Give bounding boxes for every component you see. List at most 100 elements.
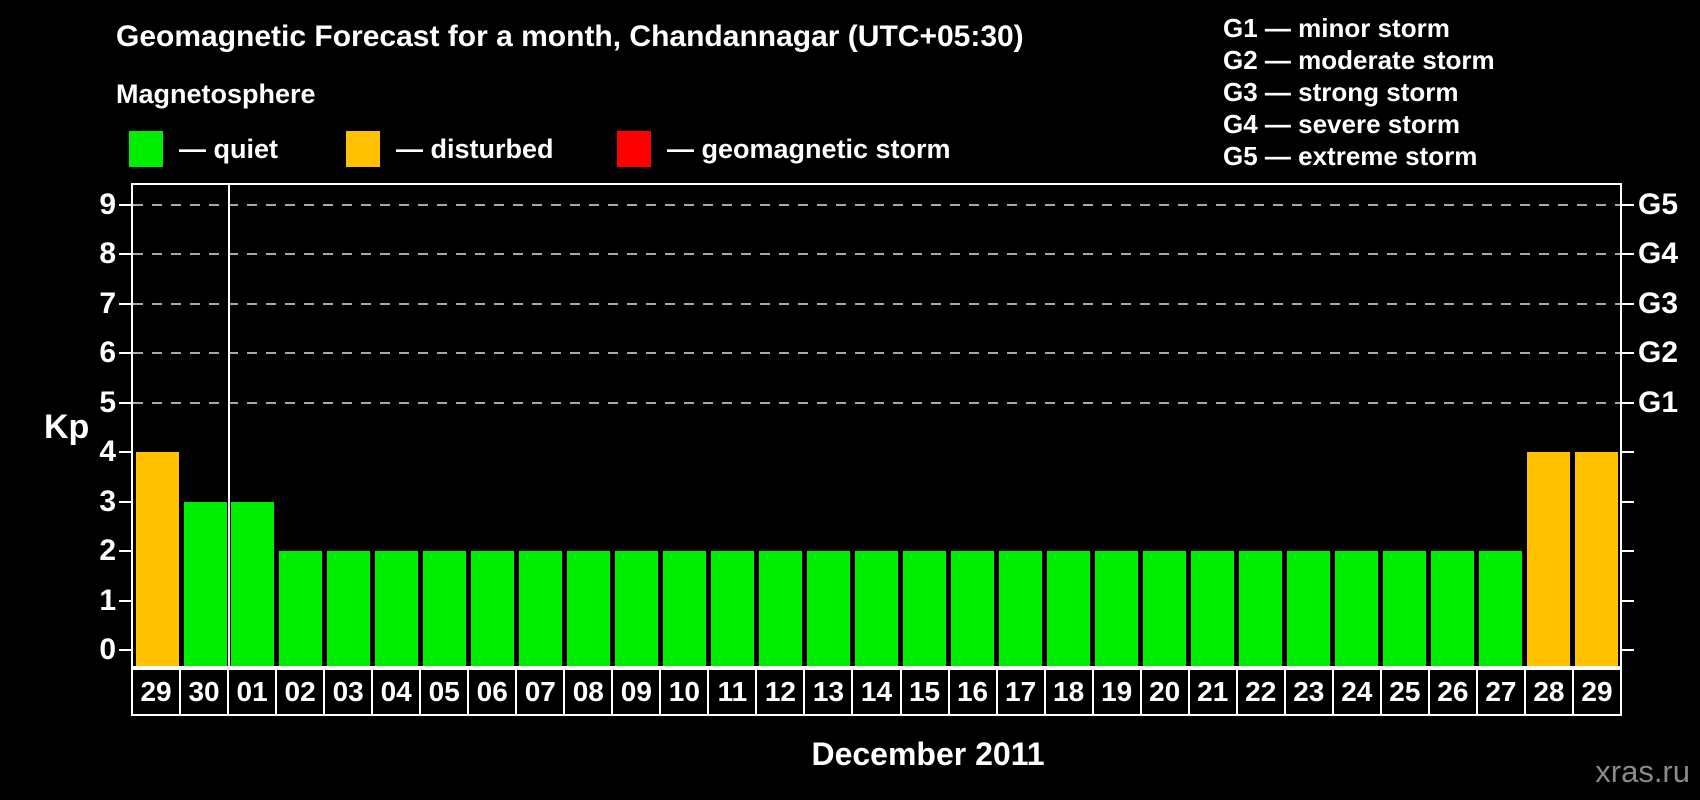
day-label-box: 06 xyxy=(467,668,518,716)
day-label-box: 23 xyxy=(1283,668,1334,716)
legend-title: Magnetosphere xyxy=(116,79,316,109)
gridline-kp6 xyxy=(133,352,1620,355)
legend-label-quiet: — quiet xyxy=(179,133,278,164)
y-axis-title: Kp xyxy=(44,408,90,446)
g-tick-label-G1: G1 xyxy=(1638,385,1679,419)
axis-tick-kp7 xyxy=(119,302,131,305)
day-label-box: 22 xyxy=(1235,668,1286,716)
day-label-box: 29 xyxy=(1571,668,1622,716)
month-divider-line xyxy=(227,185,230,666)
axis-tick-kp9 xyxy=(1622,204,1634,206)
gridline-kp8 xyxy=(133,253,1620,256)
disturbed-color-swatch xyxy=(346,131,380,167)
kp-bar-day-30 xyxy=(183,501,227,666)
day-label-box: 14 xyxy=(851,668,902,716)
day-label-box: 09 xyxy=(611,668,662,716)
kp-bar-day-19 xyxy=(1094,551,1138,666)
axis-tick-kp8 xyxy=(1622,253,1634,256)
kp-bar-day-22 xyxy=(1238,551,1282,666)
day-label-box: 10 xyxy=(659,668,710,716)
axis-tick-kp4 xyxy=(1622,451,1634,454)
kp-bar-day-20 xyxy=(1142,551,1186,666)
quiet-color-swatch xyxy=(129,131,163,167)
kp-bar-day-03 xyxy=(327,551,371,666)
storm-scale-line-4: G4 — severe storm xyxy=(1223,109,1461,139)
kp-tick-label-5: 5 xyxy=(99,385,116,419)
legend-label-disturbed: — disturbed xyxy=(396,133,554,164)
legend-label-storm: — geomagnetic storm xyxy=(667,133,951,164)
kp-bar-day-15 xyxy=(903,551,946,666)
day-label-box: 20 xyxy=(1139,668,1190,716)
kp-bar-day-28 xyxy=(1526,452,1570,666)
day-label-box: 28 xyxy=(1523,668,1574,716)
axis-tick-kp5 xyxy=(1622,401,1634,404)
day-label-box: 27 xyxy=(1475,668,1526,716)
kp-bar-day-14 xyxy=(855,551,898,666)
day-label-box: 26 xyxy=(1427,668,1478,716)
gridline-kp9 xyxy=(133,204,1620,206)
kp-bar-day-13 xyxy=(807,551,850,666)
kp-bar-day-18 xyxy=(1046,551,1090,666)
axis-tick-kp7 xyxy=(1622,302,1634,305)
plot-area xyxy=(119,183,1634,668)
storm-scale-line-5: G5 — extreme storm xyxy=(1223,141,1478,171)
kp-bar-day-08 xyxy=(567,551,611,666)
day-label-box: 07 xyxy=(515,668,566,716)
kp-bar-day-05 xyxy=(423,551,467,666)
legend-item-disturbed: — disturbed xyxy=(346,131,554,167)
kp-bar-day-29 xyxy=(135,452,179,666)
day-label-row: 29 30 01 02 03 04 05 06 07 08 09 10 11 12 13 14 15 16 17 18… xyxy=(131,668,1622,716)
kp-tick-label-0: 0 xyxy=(99,633,116,666)
day-label-box: 04 xyxy=(371,668,422,716)
day-label-box: 13 xyxy=(803,668,854,716)
kp-bar-day-16 xyxy=(951,551,994,666)
kp-bar-day-26 xyxy=(1430,551,1474,666)
kp-bar-day-29 xyxy=(1574,452,1618,666)
storm-color-swatch xyxy=(617,131,651,167)
day-label-box: 05 xyxy=(419,668,470,716)
kp-bar-day-10 xyxy=(663,551,707,666)
day-label-box: 18 xyxy=(1043,668,1094,716)
axis-tick-kp3 xyxy=(119,500,131,503)
day-label-box: 30 xyxy=(179,668,230,716)
kp-bar-day-06 xyxy=(471,551,515,666)
day-label-box: 01 xyxy=(227,668,278,716)
kp-tick-label-8: 8 xyxy=(99,237,116,271)
day-label-box: 16 xyxy=(947,668,998,716)
kp-bar-day-27 xyxy=(1478,551,1522,666)
axis-tick-kp9 xyxy=(119,204,131,206)
axis-tick-kp1 xyxy=(1622,599,1634,602)
page-title: Geomagnetic Forecast for a month, Chanda… xyxy=(116,20,1024,53)
kp-bar-day-02 xyxy=(279,551,323,666)
kp-tick-label-2: 2 xyxy=(99,534,116,568)
kp-bar-day-12 xyxy=(759,551,803,666)
day-label-box: 19 xyxy=(1091,668,1142,716)
axis-tick-kp6 xyxy=(1622,352,1634,355)
g-tick-label-G2: G2 xyxy=(1638,336,1679,370)
storm-scale-legend: G1 — minor storm G2 — moderate storm G3 — … xyxy=(1223,12,1495,172)
kp-bar-day-11 xyxy=(711,551,755,666)
axis-tick-kp4 xyxy=(119,451,131,454)
kp-tick-label-1: 1 xyxy=(99,583,116,617)
day-label-box: 12 xyxy=(755,668,806,716)
day-label-box: 17 xyxy=(995,668,1046,716)
axis-tick-kp0 xyxy=(119,649,131,651)
kp-bar-day-24 xyxy=(1334,551,1378,666)
kp-bar-day-09 xyxy=(615,551,659,666)
day-label-box: 03 xyxy=(323,668,374,716)
day-label-box: 25 xyxy=(1379,668,1430,716)
kp-tick-label-6: 6 xyxy=(99,336,116,370)
legend-item-quiet: — quiet xyxy=(129,131,278,167)
kp-bar-day-17 xyxy=(998,551,1042,666)
kp-bar-day-04 xyxy=(375,551,419,666)
kp-bar-day-25 xyxy=(1382,551,1426,666)
axis-tick-kp6 xyxy=(119,352,131,355)
g-tick-label-G3: G3 xyxy=(1638,286,1679,320)
kp-tick-label-9: 9 xyxy=(99,188,116,221)
x-axis-title: December 2011 xyxy=(811,736,1045,772)
gridline-kp7 xyxy=(133,302,1620,305)
watermark: xras.ru xyxy=(1595,754,1690,789)
day-label-box: 24 xyxy=(1331,668,1382,716)
day-label-box: 21 xyxy=(1187,668,1238,716)
axis-tick-kp8 xyxy=(119,253,131,256)
